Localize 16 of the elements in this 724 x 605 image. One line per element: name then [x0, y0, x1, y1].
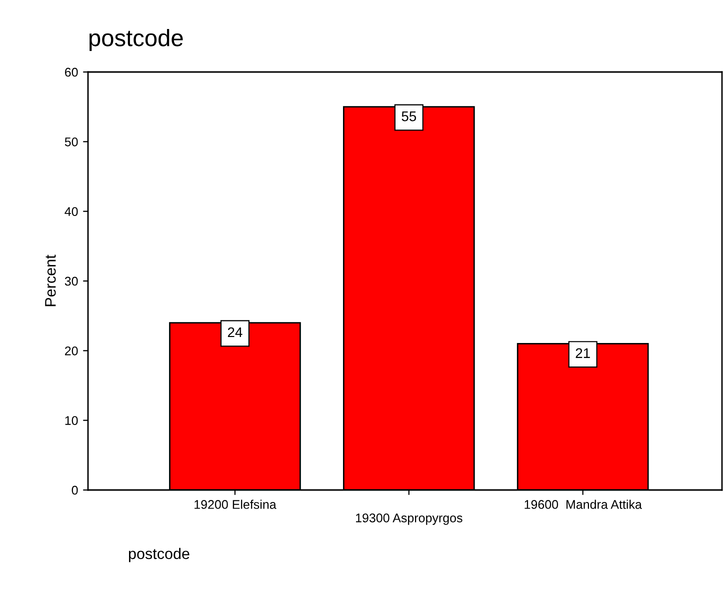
y-tick-label: 30 — [64, 276, 78, 286]
y-tick-label: 0 — [72, 486, 78, 495]
y-tick-label: 10 — [65, 416, 78, 425]
x-tick-label: 19200 Elefsina — [194, 500, 276, 509]
x-tick-label: 19600 Mandra Attika — [524, 500, 642, 509]
y-axis-title: Percent — [45, 254, 56, 306]
data-label: 21 — [576, 348, 590, 358]
y-tick-label: 20 — [65, 346, 78, 356]
x-axis-title: postcode — [128, 548, 190, 562]
y-tick-label: 50 — [64, 137, 78, 146]
y-tick-label: 60 — [65, 68, 78, 77]
y-tick-label: 40 — [64, 207, 78, 216]
data-label: 24 — [228, 327, 242, 338]
data-label: 55 — [402, 112, 416, 122]
x-tick-label: 19300 Aspropyrgos — [356, 514, 462, 525]
chart-title: postcode — [90, 28, 183, 52]
